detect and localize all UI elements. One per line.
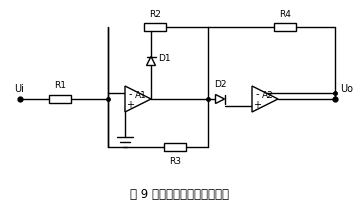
- Polygon shape: [216, 95, 225, 104]
- Text: 图 9 复合放大器输入不对称型: 图 9 复合放大器输入不对称型: [130, 188, 230, 200]
- Text: R2: R2: [149, 10, 161, 19]
- Text: D1: D1: [158, 54, 171, 63]
- Text: R4: R4: [279, 10, 291, 19]
- Text: Ui: Ui: [14, 84, 24, 94]
- Text: -: -: [128, 89, 132, 99]
- Bar: [274, 24, 296, 32]
- Text: -: -: [255, 89, 259, 99]
- Text: +: +: [126, 100, 134, 110]
- Text: +: +: [253, 100, 261, 110]
- Text: R3: R3: [169, 156, 181, 165]
- Polygon shape: [125, 87, 151, 112]
- Bar: [144, 24, 166, 32]
- Text: A1: A1: [135, 91, 147, 100]
- Polygon shape: [147, 57, 156, 66]
- Text: Uo: Uo: [340, 84, 353, 94]
- Text: D2: D2: [214, 80, 226, 89]
- Bar: [164, 143, 186, 151]
- Text: A2: A2: [262, 91, 274, 100]
- Polygon shape: [252, 87, 278, 112]
- Bar: [49, 96, 71, 103]
- Text: R1: R1: [54, 81, 66, 90]
